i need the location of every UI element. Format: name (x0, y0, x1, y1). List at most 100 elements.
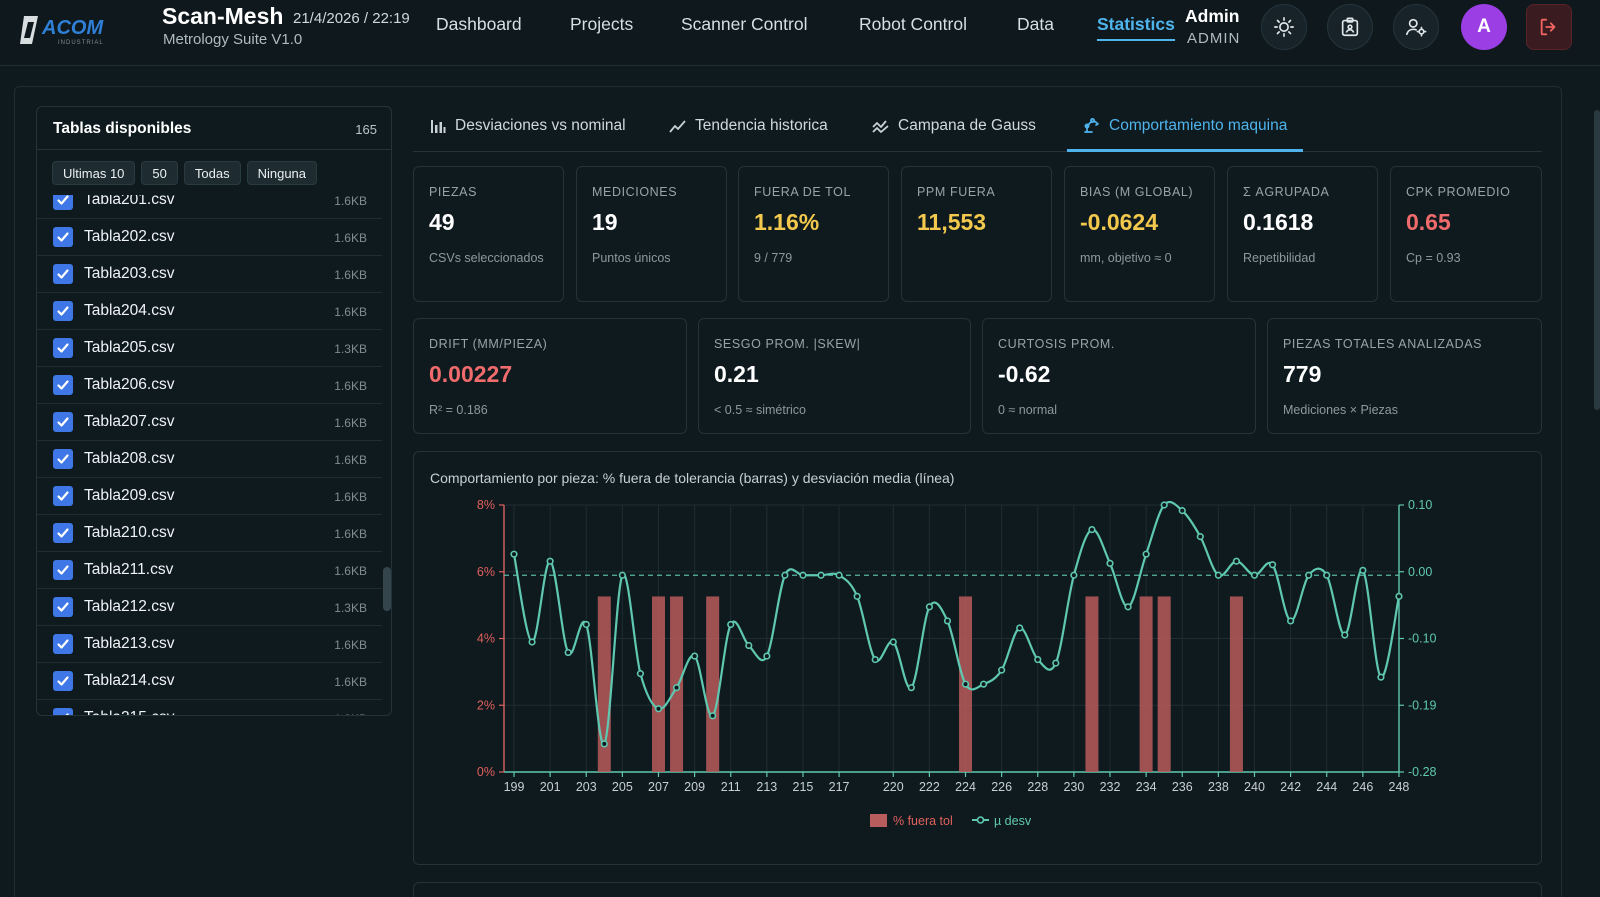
file-name: Tabla213.csv (84, 635, 175, 652)
file-row[interactable]: Tabla212.csv 1.3KB (37, 589, 382, 626)
file-row[interactable]: Tabla210.csv 1.6KB (37, 515, 382, 552)
kpi-label: Drift (mm/pieza) (429, 337, 548, 351)
page-scrollbar[interactable] (1594, 110, 1600, 410)
tab-tendencia[interactable]: Tendencia historica (669, 106, 828, 151)
file-row[interactable]: Tabla205.csv 1.3KB (37, 330, 382, 367)
kpi-sub: 9 / 779 (754, 251, 793, 265)
nav-scanner-control[interactable]: Scanner Control (681, 14, 808, 34)
file-checkbox[interactable] (53, 634, 73, 654)
file-checkbox[interactable] (53, 412, 73, 432)
nav-dashboard[interactable]: Dashboard (436, 14, 522, 34)
x-tick-label: 201 (540, 780, 561, 794)
line-point (727, 620, 735, 629)
legend-bar-swatch (870, 814, 887, 827)
file-checkbox[interactable] (53, 486, 73, 506)
file-row[interactable]: Tabla213.csv 1.6KB (37, 626, 382, 663)
file-checkbox[interactable] (53, 597, 73, 617)
file-checkbox[interactable] (53, 671, 73, 691)
line-point (1196, 533, 1204, 541)
file-checkbox[interactable] (53, 375, 73, 395)
kpi-label: Cpk promedio (1406, 185, 1511, 199)
file-checkbox[interactable] (53, 227, 73, 247)
check-icon (57, 232, 69, 242)
file-row[interactable]: Tabla214.csv 1.6KB (37, 663, 382, 700)
bar (1085, 596, 1099, 772)
theme-toggle-button[interactable] (1261, 4, 1307, 50)
right-tick-label: -0.19 (1408, 698, 1437, 712)
nav-statistics[interactable]: Statistics (1097, 0, 1175, 48)
line-point (1250, 571, 1259, 579)
tab-comportamiento[interactable]: Comportamiento maquina (1066, 106, 1304, 152)
tab-gauss[interactable]: Campana de Gauss (872, 106, 1036, 151)
kpi-bias: Bias (M global) -0.0624 mm, objetivo ≈ 0 (1064, 166, 1215, 302)
line-point (564, 648, 572, 657)
line-point (1395, 592, 1403, 600)
kpi-fuera-tol: Fuera de tol 1.16% 9 / 779 (738, 166, 889, 302)
file-size: 1.6KB (334, 379, 367, 393)
line-point (1287, 617, 1295, 625)
sidebar-scrollbar[interactable] (383, 567, 391, 611)
file-row[interactable]: Tabla204.csv 1.6KB (37, 293, 382, 330)
kpi-label: Sesgo prom. |skew| (714, 337, 861, 351)
file-size: 1.6KB (334, 305, 367, 319)
line-point (1124, 603, 1132, 611)
app-datetime: 21/4/2026 / 22:19 (293, 10, 410, 27)
file-row[interactable]: Tabla201.csv 1.6KB (37, 195, 382, 219)
bar (1229, 596, 1243, 772)
chip-50[interactable]: 50 (141, 161, 178, 185)
file-row[interactable]: Tabla207.csv 1.6KB (37, 404, 382, 441)
file-name: Tabla208.csv (84, 450, 175, 467)
line-point (1016, 624, 1024, 632)
chip-all[interactable]: Todas (183, 161, 241, 185)
right-tick-label: -0.28 (1408, 765, 1437, 779)
left-tick-label: 2% (477, 698, 495, 712)
line-point (907, 684, 915, 692)
user-settings-button[interactable] (1393, 4, 1439, 50)
file-row[interactable]: Tabla211.csv 1.6KB (37, 552, 382, 589)
kpi-value: 0.00227 (429, 361, 513, 387)
line-point (1377, 673, 1385, 681)
file-size: 1.3KB (334, 601, 367, 615)
x-tick-label: 203 (576, 780, 597, 794)
chip-last-10[interactable]: Ultimas 10 (52, 161, 136, 185)
file-checkbox[interactable] (53, 264, 73, 284)
file-list[interactable]: Tabla201.csv 1.6KB Tabla202.csv 1.6KB Tabla2… (37, 195, 382, 715)
tab-label: Tendencia historica (695, 116, 828, 134)
reports-button[interactable] (1327, 4, 1373, 50)
file-checkbox[interactable] (53, 560, 73, 580)
file-size: 1.6KB (334, 416, 367, 430)
line-point (998, 666, 1006, 674)
kpi-label: Fuera de tol (754, 185, 852, 199)
file-checkbox[interactable] (53, 449, 73, 469)
file-checkbox[interactable] (53, 523, 73, 543)
line-point (709, 712, 717, 720)
chip-none[interactable]: Ninguna (246, 161, 318, 185)
file-row[interactable]: Tabla208.csv 1.6KB (37, 441, 382, 478)
check-icon (57, 676, 69, 686)
nav-data[interactable]: Data (1017, 14, 1054, 34)
file-checkbox[interactable] (53, 195, 73, 210)
file-size: 1.6KB (334, 453, 367, 467)
file-row[interactable]: Tabla203.csv 1.6KB (37, 256, 382, 293)
line-point (1070, 571, 1078, 579)
logout-button[interactable] (1526, 4, 1572, 50)
file-checkbox[interactable] (53, 301, 73, 321)
line-point (979, 680, 988, 688)
file-row[interactable]: Tabla202.csv 1.6KB (37, 219, 382, 256)
line-point (528, 638, 536, 646)
kpi-value: 1.16% (754, 209, 820, 235)
file-checkbox[interactable] (53, 708, 73, 715)
file-checkbox[interactable] (53, 338, 73, 358)
tab-desviaciones[interactable]: Desviaciones vs nominal (430, 106, 626, 151)
avatar[interactable]: A (1461, 4, 1507, 50)
file-row[interactable]: Tabla215.csv 1.3KB (37, 700, 382, 715)
file-row[interactable]: Tabla206.csv 1.6KB (37, 367, 382, 404)
line-point (1052, 659, 1060, 667)
file-name: Tabla202.csv (84, 228, 175, 245)
line-point (1214, 571, 1222, 579)
nav-projects[interactable]: Projects (570, 14, 634, 34)
line-point (600, 740, 608, 748)
nav-robot-control[interactable]: Robot Control (859, 14, 967, 34)
file-row[interactable]: Tabla209.csv 1.6KB (37, 478, 382, 515)
kpi-cpk: Cpk promedio 0.65 Cp = 0.93 (1390, 166, 1542, 302)
